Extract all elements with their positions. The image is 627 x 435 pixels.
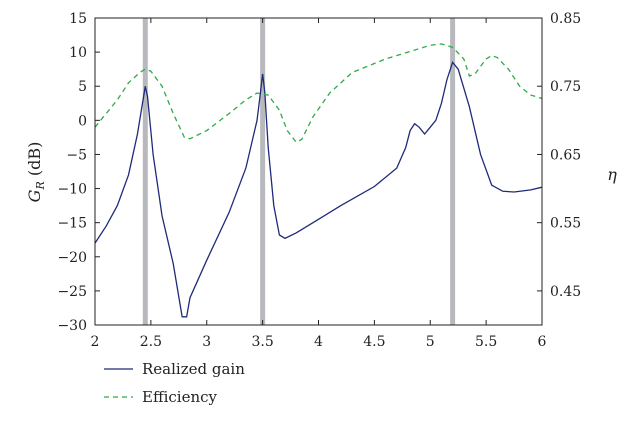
y-right-tick-label: 0.65 [550,147,581,163]
y-right-tick-label: 0.45 [550,284,581,300]
series-line-efficiency [94,43,543,143]
x-tick-label: 3.5 [251,334,273,350]
y-axis-right: 0.85 0.75 0.65 0.55 0.45 [537,11,581,300]
x-tick-label: 5 [426,334,435,350]
y-left-tick-label: −10 [57,182,87,198]
legend-label-efficiency: Efficiency [142,388,218,406]
y-axis-left-title: GR (dB) [25,142,47,203]
y-left-tick-label: −5 [66,147,87,163]
x-tick-label: 6 [538,334,547,350]
x-tick-label: 3 [202,334,211,350]
y-axis-left: 15 10 5 0 −5 −10 −15 −20 −25 −30 [57,11,100,334]
x-axis: 2 2.5 3 3.5 4 4.5 5 5.5 6 [91,18,547,350]
x-tick-label: 4.5 [363,334,385,350]
series-line-realized-gain [94,61,543,318]
y-left-tick-label: 10 [69,45,87,61]
y-left-tick-label: −20 [57,250,87,266]
y-right-tick-label: 0.85 [550,11,581,27]
series-layer [94,43,543,318]
x-tick-label: 2 [91,334,100,350]
legend: Realized gain Efficiency [104,360,245,406]
marker-lines [142,18,456,325]
y-right-tick-label: 0.55 [550,216,581,232]
y-left-tick-label: −25 [57,284,87,300]
x-tick-label: 5.5 [475,334,497,350]
y-axis-right-title: η [607,165,617,184]
y-left-tick-label: 5 [78,79,87,95]
y-right-tick-label: 0.75 [550,79,581,95]
y-left-tick-label: 0 [78,113,87,129]
x-tick-label: 4 [314,334,323,350]
y-left-tick-label: 15 [69,11,87,27]
legend-label-realized-gain: Realized gain [142,360,245,378]
x-tick-label: 2.5 [140,334,162,350]
plot-frame [94,17,543,326]
y-left-tick-label: −30 [57,318,87,334]
y-left-tick-label: −15 [57,216,87,232]
